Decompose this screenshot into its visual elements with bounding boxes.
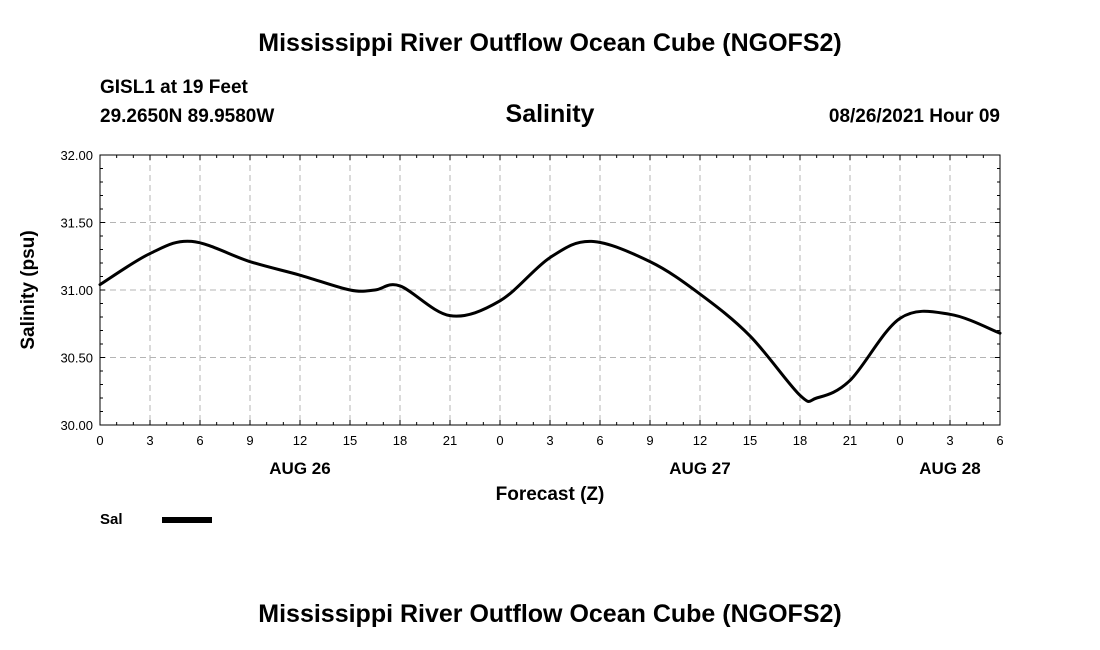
day-label: AUG 26: [269, 459, 330, 478]
x-tick-label: 6: [196, 433, 203, 448]
x-tick-label: 6: [996, 433, 1003, 448]
y-tick-label: 30.00: [60, 418, 93, 433]
day-label: AUG 28: [919, 459, 980, 478]
x-tick-label: 15: [343, 433, 357, 448]
x-tick-label: 0: [896, 433, 903, 448]
x-tick-label: 3: [146, 433, 153, 448]
day-label: AUG 27: [669, 459, 730, 478]
coordinates-label: 29.2650N 89.9580W: [100, 106, 275, 127]
x-tick-label: 9: [646, 433, 653, 448]
x-tick-label: 3: [946, 433, 953, 448]
y-tick-label: 31.50: [60, 216, 93, 231]
y-tick-label: 32.00: [60, 148, 93, 163]
x-tick-label: 21: [843, 433, 857, 448]
x-tick-label: 6: [596, 433, 603, 448]
x-axis-label: Forecast (Z): [496, 484, 605, 505]
forecast-timestamp: 08/26/2021 Hour 09: [828, 106, 1000, 127]
x-tick-label: 12: [293, 433, 307, 448]
chart-title: Salinity: [505, 100, 595, 128]
top-title: Mississippi River Outflow Ocean Cube (NG…: [258, 29, 842, 57]
station-label: GISL1 at 19 Feet: [100, 77, 248, 98]
x-tick-label: 18: [793, 433, 807, 448]
legend-label: Sal: [100, 511, 123, 528]
x-tick-label: 12: [693, 433, 707, 448]
x-tick-label: 0: [96, 433, 103, 448]
y-tick-label: 31.00: [60, 283, 93, 298]
x-tick-label: 18: [393, 433, 407, 448]
bottom-title: Mississippi River Outflow Ocean Cube (NG…: [258, 600, 842, 628]
x-tick-label: 3: [546, 433, 553, 448]
x-tick-label: 15: [743, 433, 757, 448]
y-axis-label: Salinity (psu): [18, 230, 39, 349]
salinity-series-line: [98, 239, 1002, 403]
x-tick-label: 21: [443, 433, 457, 448]
x-tick-label: 9: [246, 433, 253, 448]
y-tick-label: 30.50: [60, 351, 93, 366]
x-tick-label: 0: [496, 433, 503, 448]
